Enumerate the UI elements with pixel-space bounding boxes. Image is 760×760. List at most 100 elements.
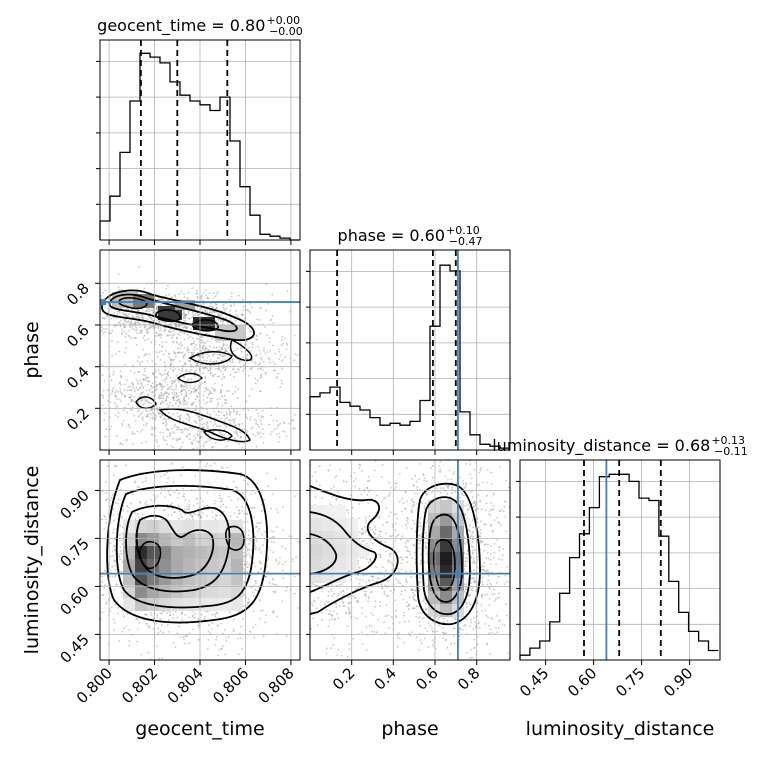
sample-point bbox=[271, 493, 274, 496]
sample-point bbox=[179, 414, 182, 417]
sample-point bbox=[234, 320, 237, 322]
sample-point bbox=[189, 432, 192, 435]
sample-point bbox=[206, 412, 209, 414]
contour-line bbox=[135, 396, 157, 409]
sample-point bbox=[238, 414, 241, 416]
sample-point bbox=[342, 602, 345, 604]
sample-point bbox=[169, 328, 172, 330]
sample-point bbox=[275, 558, 278, 561]
sample-point bbox=[238, 361, 241, 364]
sample-point bbox=[102, 395, 104, 397]
sample-point bbox=[123, 318, 125, 321]
sample-point bbox=[227, 346, 229, 349]
sample-point bbox=[174, 646, 177, 648]
sample-point bbox=[162, 353, 165, 356]
sample-point bbox=[180, 352, 183, 355]
sample-point bbox=[353, 570, 356, 572]
sample-point bbox=[154, 426, 157, 429]
sample-point bbox=[331, 614, 333, 617]
sample-point bbox=[150, 408, 153, 411]
sample-point bbox=[184, 614, 187, 616]
sample-point bbox=[275, 508, 278, 511]
sample-point bbox=[400, 539, 402, 541]
sample-point bbox=[178, 373, 181, 375]
sample-point bbox=[183, 638, 186, 641]
sample-point bbox=[213, 346, 215, 349]
sample-point bbox=[111, 354, 113, 357]
sample-point bbox=[395, 486, 397, 488]
sample-point bbox=[192, 313, 195, 316]
sample-point bbox=[158, 412, 161, 415]
sample-point bbox=[206, 353, 209, 356]
sample-point bbox=[258, 549, 261, 551]
sample-point bbox=[218, 397, 221, 400]
sample-point bbox=[118, 569, 121, 571]
sample-point bbox=[144, 409, 147, 412]
sample-point bbox=[234, 438, 237, 440]
sample-point bbox=[174, 610, 177, 613]
sample-point bbox=[193, 435, 195, 437]
sample-point bbox=[160, 391, 163, 394]
sample-point bbox=[370, 612, 373, 614]
sample-point bbox=[144, 503, 146, 505]
sample-point bbox=[182, 495, 185, 497]
sample-point bbox=[150, 499, 153, 501]
sample-point bbox=[121, 328, 124, 331]
sample-point bbox=[154, 496, 157, 499]
sample-point bbox=[182, 356, 185, 359]
sample-point bbox=[236, 314, 239, 316]
sample-point bbox=[177, 504, 180, 507]
sample-point bbox=[148, 353, 151, 356]
sample-point bbox=[243, 560, 245, 563]
sample-point bbox=[189, 393, 192, 395]
sample-point bbox=[359, 464, 361, 466]
sample-point bbox=[114, 576, 117, 578]
sample-point bbox=[138, 361, 141, 364]
sample-point bbox=[254, 623, 257, 626]
sample-point bbox=[213, 502, 216, 505]
sample-point bbox=[166, 428, 169, 431]
sample-point bbox=[381, 463, 384, 466]
sample-point bbox=[126, 321, 128, 324]
sample-point bbox=[246, 513, 249, 516]
sample-point bbox=[151, 418, 154, 420]
sample-point bbox=[180, 342, 182, 344]
sample-point bbox=[167, 514, 170, 517]
sample-point bbox=[285, 635, 288, 638]
sample-point bbox=[111, 329, 114, 332]
sample-point bbox=[176, 352, 179, 354]
sample-point bbox=[187, 419, 190, 422]
sample-point bbox=[194, 385, 196, 388]
sample-point bbox=[112, 514, 115, 516]
sample-point bbox=[114, 560, 117, 563]
sample-point bbox=[255, 540, 258, 543]
sample-point bbox=[247, 566, 249, 568]
sample-point bbox=[156, 319, 159, 322]
sample-point bbox=[353, 480, 355, 483]
sample-point bbox=[163, 326, 166, 329]
sample-point bbox=[132, 325, 134, 327]
sample-point bbox=[283, 430, 286, 433]
sample-point bbox=[182, 420, 185, 422]
sample-point bbox=[212, 424, 215, 427]
sample-point bbox=[175, 388, 177, 390]
sample-point bbox=[482, 481, 485, 484]
sample-point bbox=[113, 312, 116, 314]
sample-point bbox=[402, 502, 405, 504]
sample-point bbox=[202, 445, 205, 448]
sample-point bbox=[406, 519, 408, 522]
sample-point bbox=[133, 371, 136, 374]
sample-point bbox=[191, 403, 193, 406]
sample-point bbox=[196, 364, 199, 367]
sample-point bbox=[131, 308, 134, 311]
sample-point bbox=[389, 560, 392, 563]
sample-point bbox=[200, 341, 203, 344]
sample-point bbox=[365, 649, 368, 651]
sample-point bbox=[418, 649, 421, 651]
sample-point bbox=[250, 493, 253, 496]
sample-point bbox=[448, 469, 451, 472]
sample-point bbox=[240, 475, 242, 477]
sample-point bbox=[185, 392, 188, 395]
sample-point bbox=[233, 422, 235, 424]
sample-point bbox=[169, 614, 171, 617]
